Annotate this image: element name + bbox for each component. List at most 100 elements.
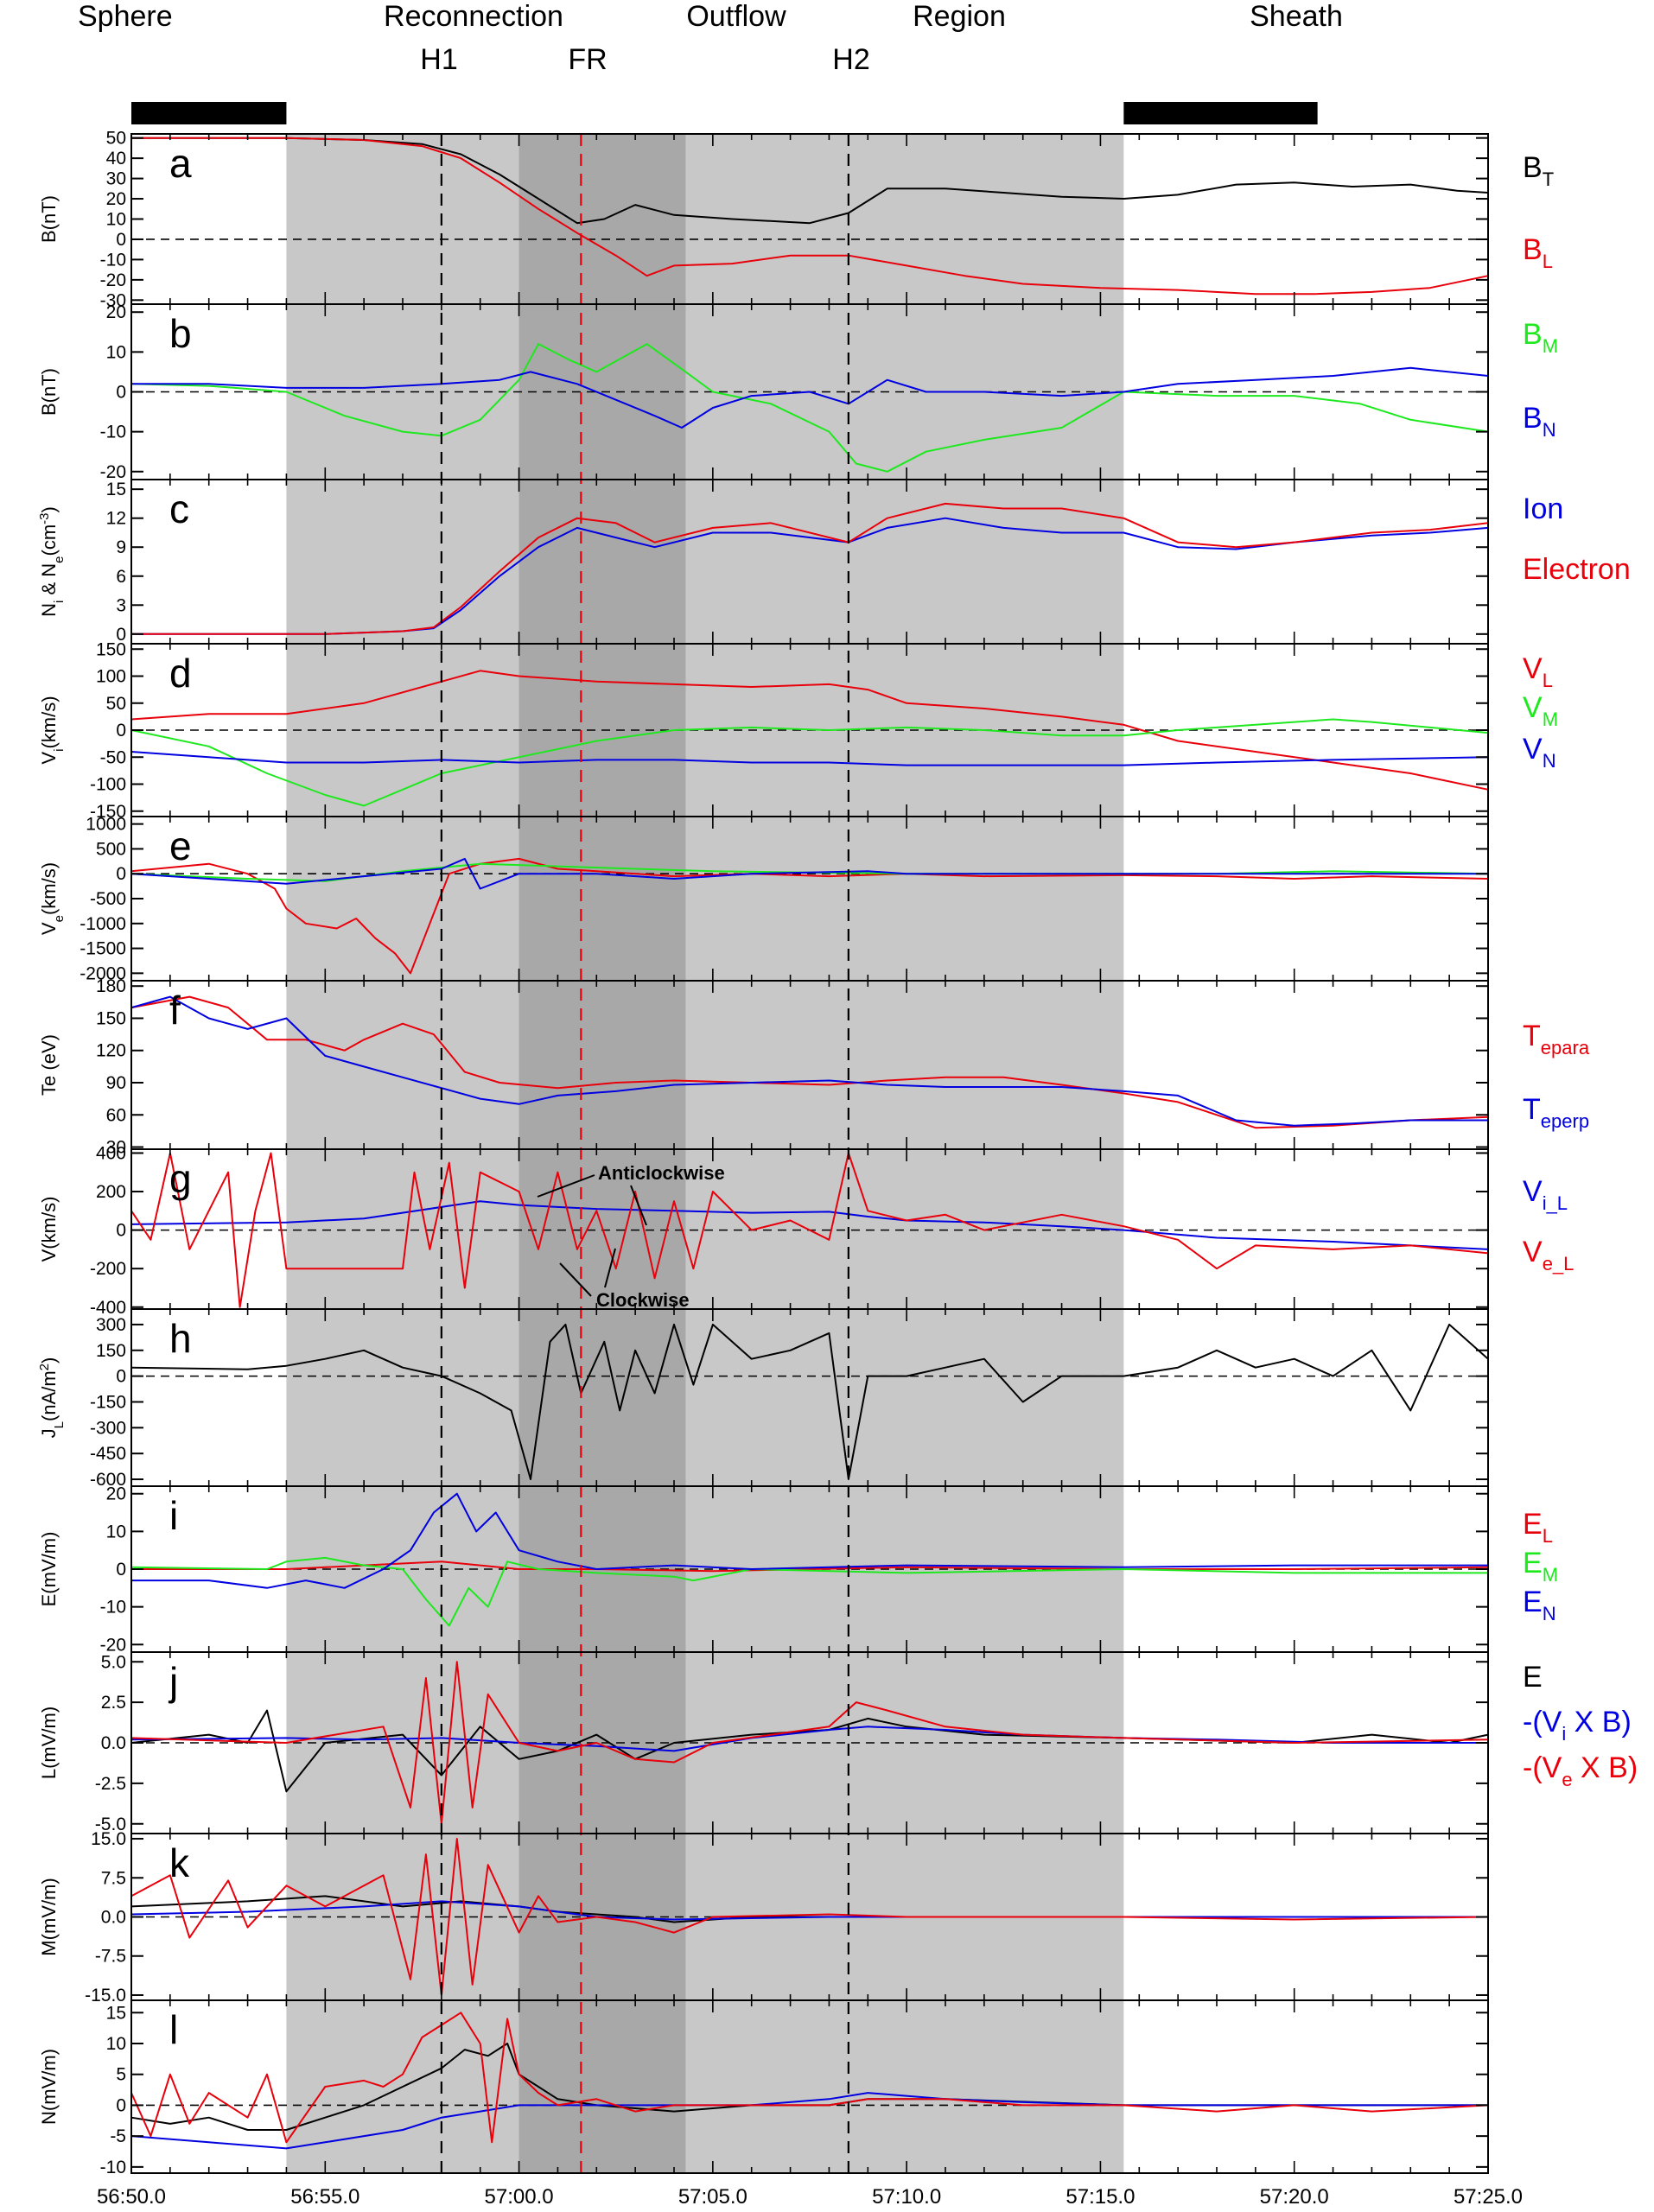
panel-letter-c: c <box>169 486 189 531</box>
legend-b-bn: BN <box>1523 402 1556 441</box>
ytick-label-l: 0 <box>116 2095 126 2115</box>
legend-i-em: EM <box>1523 1547 1558 1586</box>
panel-g <box>130 1152 1489 1308</box>
panel-letter-l: l <box>169 2007 178 2052</box>
ytick-label-h: -300 <box>90 1418 126 1438</box>
panels <box>130 137 1489 2150</box>
ytick-label-g: 200 <box>96 1182 126 1202</box>
ytick-label-a: 50 <box>106 129 126 149</box>
ytick-label-a: -30 <box>100 290 126 310</box>
ytick-label-k: -15.0 <box>85 1986 126 2005</box>
ytick-label-l: 15 <box>106 2003 126 2023</box>
legend-c-ion: Ion <box>1523 493 1563 525</box>
ytick-label-f: 120 <box>96 1041 126 1061</box>
ylabel-a: B(nT) <box>38 195 60 243</box>
series-g-v-i-l <box>130 1200 1489 1250</box>
region-label-sphere: Sphere <box>78 0 173 33</box>
ytick-label-f: 180 <box>96 976 126 996</box>
ytick-label-d: -100 <box>90 775 126 795</box>
xtick-label: 57:20.0 <box>1260 2185 1329 2209</box>
ytick-label-a: 10 <box>106 210 126 230</box>
ytick-label-f: 60 <box>106 1105 126 1125</box>
ytick-label-h: -150 <box>90 1392 126 1412</box>
ylabel-k: M(mV/m) <box>38 1878 60 1955</box>
panel-letter-k: k <box>169 1840 190 1885</box>
ytick-label-e: -1000 <box>80 914 126 934</box>
ytick-label-c: 15 <box>106 480 126 499</box>
panel-letter-d: d <box>169 651 192 696</box>
region-bar-2 <box>1123 102 1318 124</box>
ytick-label-j: 5.0 <box>101 1652 126 1672</box>
marker-label-h2: H2 <box>832 43 869 76</box>
ytick-label-l: 10 <box>106 2034 126 2054</box>
annotation-anticlockwise: Anticlockwise <box>598 1162 725 1184</box>
ytick-label-h: 150 <box>96 1341 126 1361</box>
panel-letter-h: h <box>169 1316 192 1361</box>
panel-c <box>131 502 1489 635</box>
ytick-label-g: -200 <box>90 1259 126 1279</box>
series-a-b-t <box>131 137 1489 225</box>
frame-l <box>130 1999 1489 2174</box>
ylabel-i: E(mV/m) <box>38 1532 60 1607</box>
ytick-label-e: -1500 <box>80 939 126 959</box>
ylabel-g: V(km/s) <box>38 1197 60 1262</box>
ytick-label-d: -50 <box>100 747 126 767</box>
ylabel-j: L(mV/m) <box>38 1707 60 1779</box>
xtick-label: 57:10.0 <box>872 2185 941 2209</box>
ytick-label-e: 1000 <box>86 815 126 835</box>
marker-label-fr: FR <box>568 43 607 76</box>
ytick-label-k: -7.5 <box>95 1947 126 1967</box>
x-axis: 56:50.0 56:55.0 57:00.0 57:05.0 57:10.0 57:15… <box>97 2185 1523 2209</box>
legend-d-vl: VL <box>1523 652 1553 691</box>
ytick-label-a: 20 <box>106 189 126 209</box>
ytick-label-c: 9 <box>116 537 126 557</box>
ylabel-l: N(mV/m) <box>38 2049 60 2125</box>
ytick-label-c: 12 <box>106 509 126 529</box>
legend-g-vi-l: Vi_L <box>1523 1175 1568 1214</box>
panel-frames: 50403020100-10-20-30aB(nT)20100-10-20bB(… <box>37 129 1489 2177</box>
series-g-v-e-l <box>130 1152 1489 1308</box>
arrow-anticlockwise-left <box>537 1174 595 1198</box>
region-label-sheath: Sheath <box>1250 0 1343 33</box>
series-f-t-epara <box>130 995 1489 1129</box>
ytick-label-j: -5.0 <box>95 1815 126 1834</box>
ytick-label-i: 20 <box>106 1484 126 1504</box>
ytick-label-b: -20 <box>100 462 126 482</box>
ytick-label-d: 0 <box>116 721 126 741</box>
ylabel-h: JL(nA/m2) <box>37 1357 67 1439</box>
series-c-ion <box>131 517 1489 635</box>
xtick-label: 56:50.0 <box>97 2185 166 2209</box>
annotations: Anticlockwise Clockwise <box>537 1162 725 1311</box>
panel-letter-g: g <box>169 1156 192 1201</box>
region-label-outflow: Outflow <box>686 0 786 33</box>
ytick-label-d: 50 <box>106 694 126 714</box>
ytick-label-i: -20 <box>100 1635 126 1655</box>
ytick-label-b: 10 <box>106 342 126 362</box>
legend-f-tepara: Tepara <box>1523 1020 1590 1058</box>
panel-letter-e: e <box>169 823 192 868</box>
ytick-label-l: -5 <box>110 2126 126 2146</box>
ytick-label-l: -10 <box>100 2158 126 2177</box>
panel-h <box>130 1323 1489 1480</box>
ytick-label-d: 100 <box>96 667 126 687</box>
panel-k <box>130 1838 1489 1996</box>
ytick-label-j: -2.5 <box>95 1774 126 1794</box>
legend-j--vi: -(Vi X B) <box>1523 1706 1632 1745</box>
series-l--v-e-x-b- <box>130 2012 1489 2144</box>
panel-e <box>130 857 1489 975</box>
region-label-region: Region <box>913 0 1006 33</box>
ytick-label-g: -400 <box>90 1298 126 1318</box>
xtick-label: 57:00.0 <box>485 2185 554 2209</box>
ytick-label-h: -450 <box>90 1444 126 1464</box>
series-i-e-m <box>130 1556 1488 1627</box>
series-h-j-l <box>130 1323 1489 1480</box>
ytick-label-k: 15.0 <box>91 1829 126 1849</box>
ytick-label-f: 90 <box>106 1073 126 1093</box>
arrow-clockwise-left <box>559 1262 592 1297</box>
legend-i-en: EN <box>1523 1586 1556 1624</box>
marker-label-h1: H1 <box>420 43 457 76</box>
series-d-v-n <box>130 751 1489 766</box>
legend-i-el: EL <box>1523 1508 1553 1547</box>
ylabel-c: Ni & Ne(cm-3) <box>37 506 67 617</box>
ytick-label-b: 20 <box>106 302 126 322</box>
